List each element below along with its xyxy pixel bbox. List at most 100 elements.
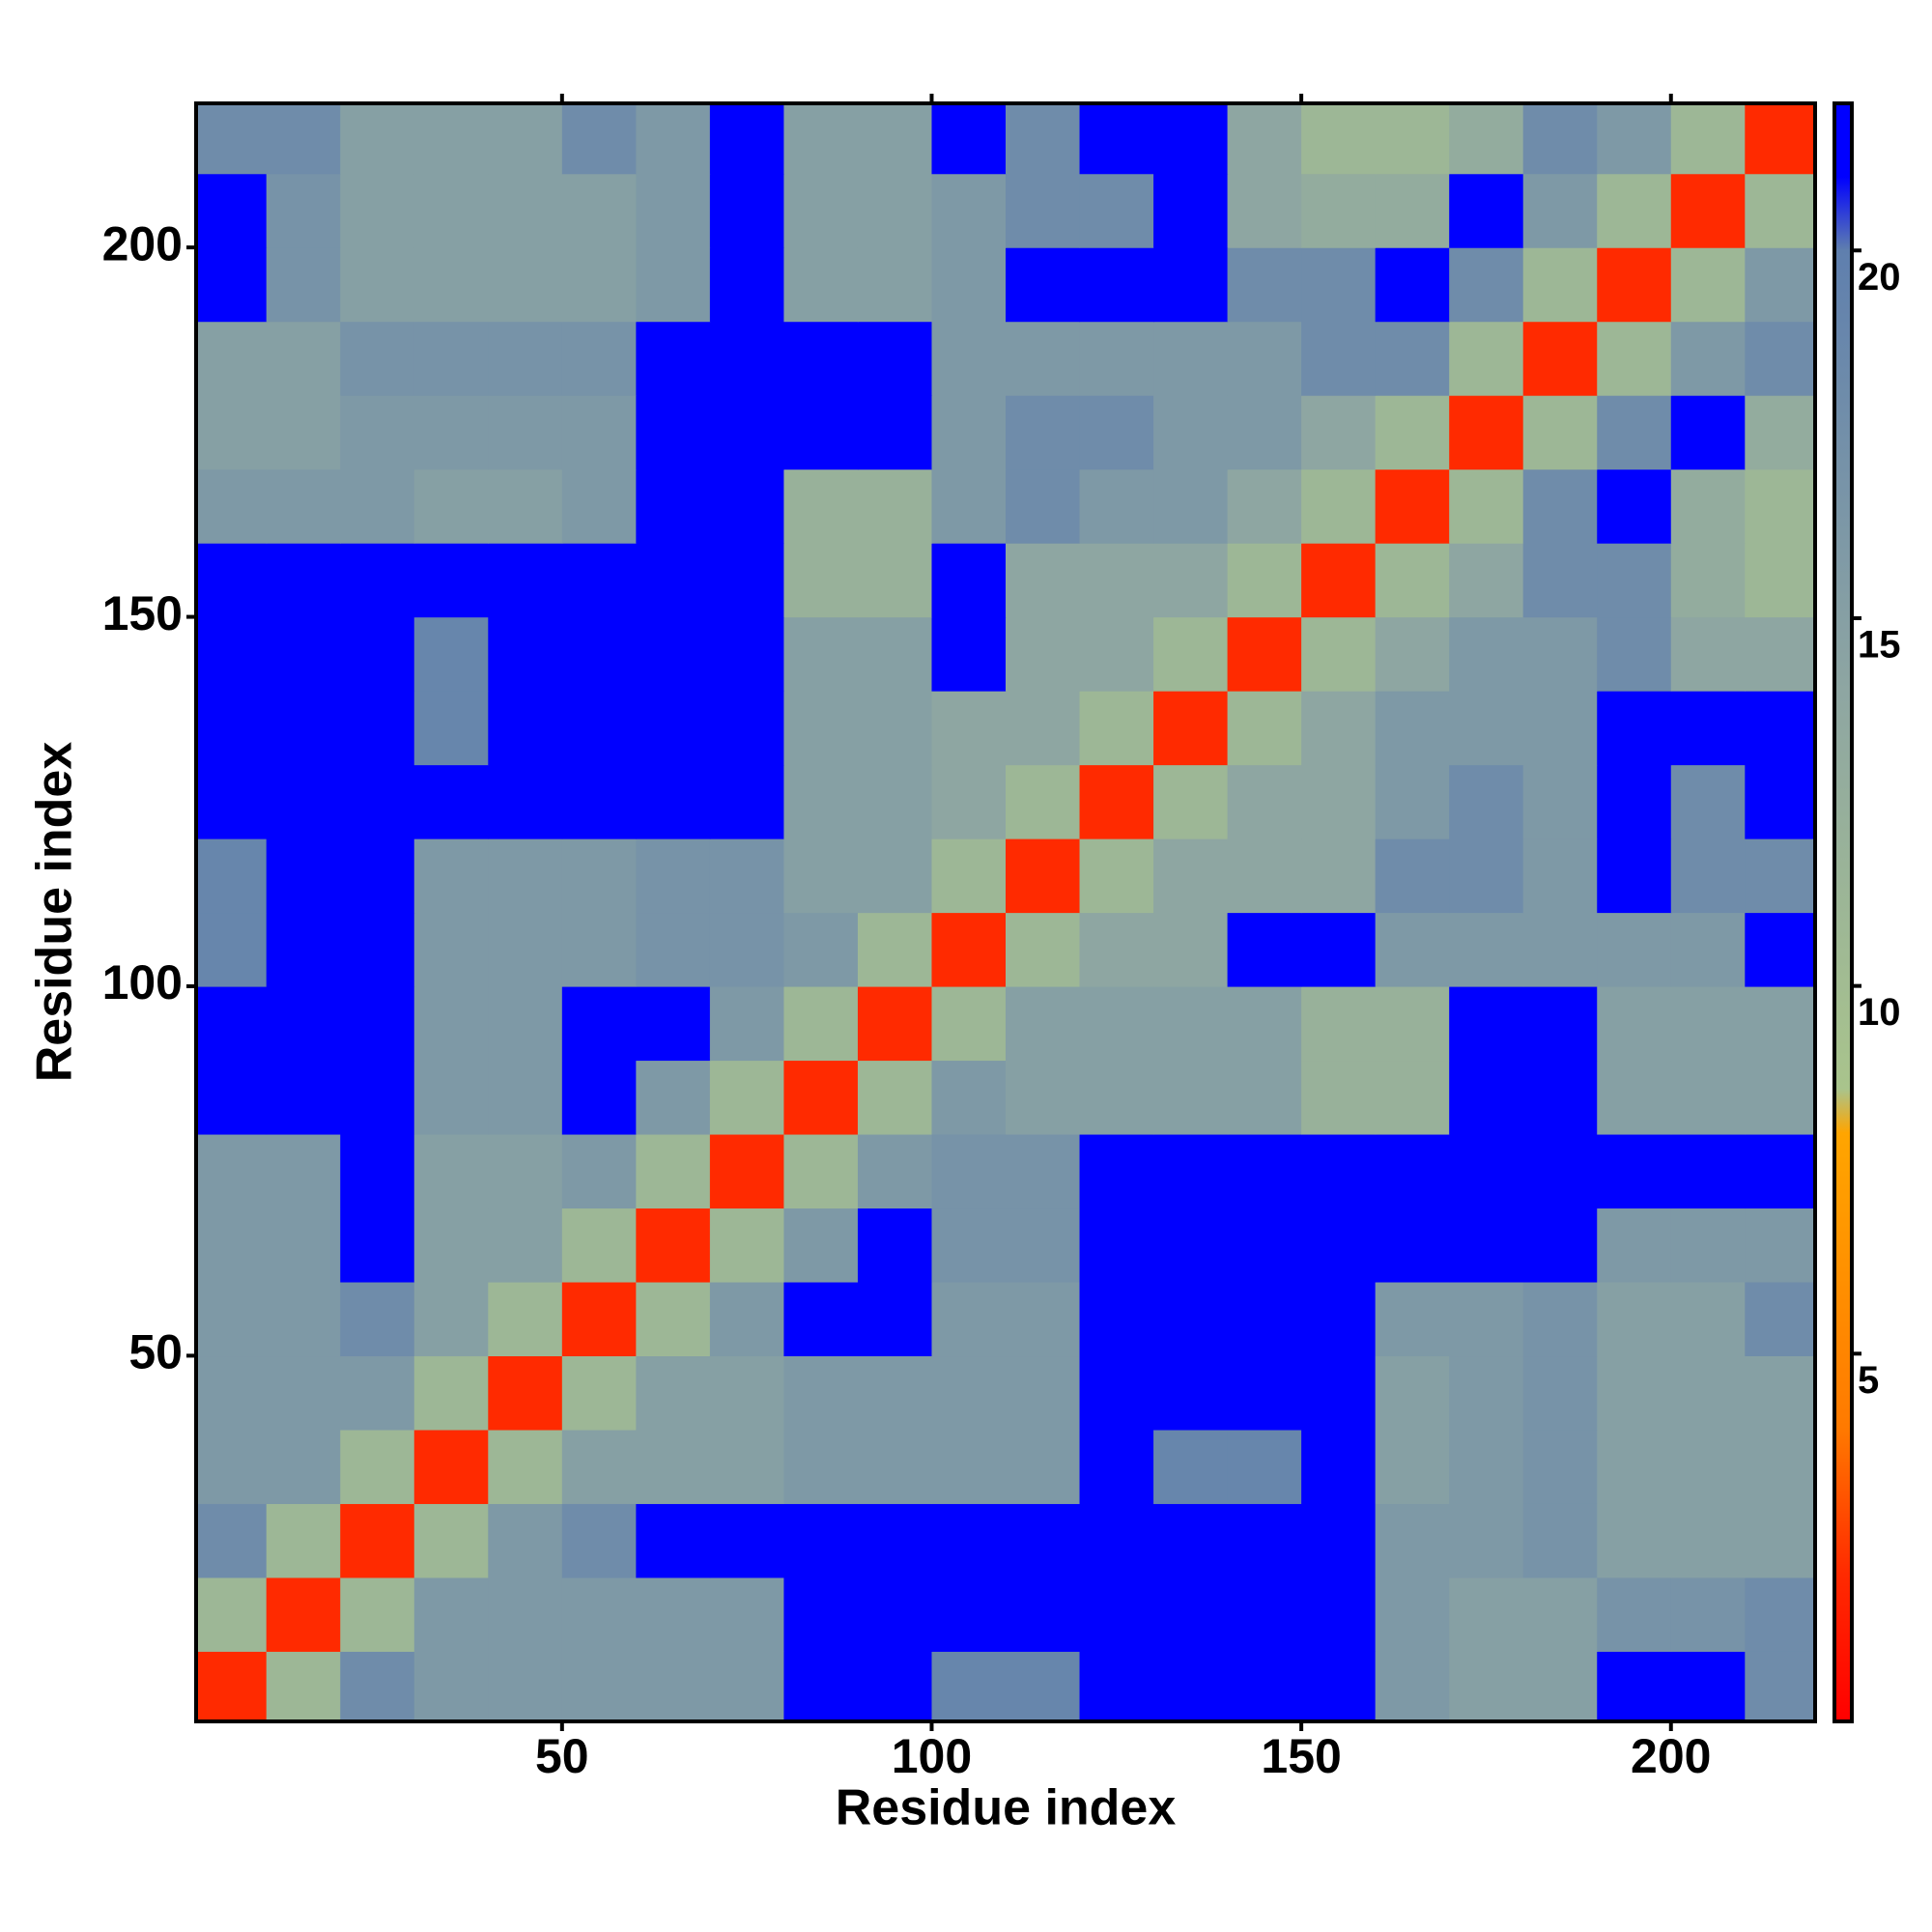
heatmap-cell xyxy=(1745,1133,1815,1209)
x-tick-label: 150 xyxy=(1261,1729,1341,1783)
heatmap-cell xyxy=(709,838,785,914)
heatmap-cell xyxy=(1153,1651,1229,1721)
heatmap-cell xyxy=(857,103,933,175)
heatmap-cell xyxy=(488,1060,563,1135)
heatmap-cell xyxy=(931,321,1007,396)
heatmap-cell xyxy=(266,1651,341,1721)
heatmap-cell xyxy=(709,1355,785,1431)
heatmap-cell xyxy=(413,1503,489,1578)
heatmap-cell xyxy=(857,838,933,914)
heatmap-cell xyxy=(1227,1281,1302,1357)
heatmap-cell xyxy=(488,1355,563,1431)
heatmap-cell xyxy=(196,985,268,1062)
heatmap-cell xyxy=(1079,912,1154,987)
heatmap-cell xyxy=(857,985,933,1062)
heatmap-cell xyxy=(1449,321,1524,396)
heatmap-cell xyxy=(266,543,341,618)
heatmap-cell xyxy=(1227,691,1302,766)
heatmap-cell xyxy=(636,1208,711,1283)
heatmap-cell xyxy=(636,912,711,987)
heatmap-cell xyxy=(1449,912,1524,987)
heatmap-cell xyxy=(709,985,785,1062)
heatmap-cell xyxy=(1670,691,1746,766)
heatmap-cell xyxy=(1375,247,1450,323)
heatmap-cell xyxy=(1522,247,1598,323)
heatmap-cell xyxy=(1522,838,1598,914)
heatmap-cell xyxy=(1079,247,1154,323)
heatmap-cell xyxy=(1597,469,1672,544)
heatmap-cell xyxy=(340,764,415,839)
heatmap-cell xyxy=(488,321,563,396)
heatmap-cell xyxy=(1449,691,1524,766)
heatmap-cell xyxy=(931,1355,1007,1431)
heatmap-cell xyxy=(488,1281,563,1357)
heatmap-cell xyxy=(1449,1503,1524,1578)
heatmap-cell xyxy=(1375,103,1450,175)
x-axis-title: Residue index xyxy=(836,1780,1177,1836)
heatmap-cell xyxy=(1153,173,1229,248)
heatmap-cell xyxy=(413,1133,489,1209)
heatmap-cell xyxy=(857,247,933,323)
heatmap-cell xyxy=(413,1208,489,1283)
heatmap-cell xyxy=(1301,173,1377,248)
heatmap-cell xyxy=(1006,1060,1081,1135)
heatmap-cell xyxy=(857,691,933,766)
heatmap-cell xyxy=(1227,1651,1302,1721)
heatmap-cell xyxy=(636,543,711,618)
heatmap-cell xyxy=(931,985,1007,1062)
heatmap-cell xyxy=(1670,247,1746,323)
heatmap-cell xyxy=(1375,1208,1450,1283)
heatmap-cell xyxy=(1670,1577,1746,1652)
heatmap-cell xyxy=(1670,321,1746,396)
y-tick-label: 150 xyxy=(102,586,183,640)
heatmap-cell xyxy=(1522,543,1598,618)
heatmap-cell xyxy=(488,616,563,692)
heatmap-cell xyxy=(561,1503,637,1578)
heatmap-cell xyxy=(1375,1133,1450,1209)
heatmap-cell xyxy=(636,173,711,248)
heatmap-cell xyxy=(340,543,415,618)
heatmap-cell xyxy=(196,912,268,987)
heatmap-cell xyxy=(1006,1133,1081,1209)
colorbar-tick-label: 15 xyxy=(1858,624,1901,667)
heatmap-cell xyxy=(1301,1429,1377,1504)
heatmap-cell xyxy=(340,1133,415,1209)
heatmap-cell xyxy=(1006,1429,1081,1504)
heatmap-cell xyxy=(413,764,489,839)
y-tick-label: 200 xyxy=(102,216,183,270)
heatmap-cell xyxy=(1227,616,1302,692)
heatmap-cell xyxy=(561,1577,637,1652)
heatmap-cell xyxy=(561,1355,637,1431)
heatmap-cell xyxy=(636,1060,711,1135)
heatmap-cell xyxy=(1375,1503,1450,1578)
heatmap-cell xyxy=(857,1355,933,1431)
heatmap-cell xyxy=(1153,543,1229,618)
y-tick-label: 100 xyxy=(102,955,183,1009)
heatmap-cell xyxy=(1079,469,1154,544)
heatmap-cell xyxy=(1670,1651,1746,1721)
heatmap-cell xyxy=(857,173,933,248)
heatmap-cell xyxy=(1227,1060,1302,1135)
heatmap-cell xyxy=(709,691,785,766)
heatmap-cell xyxy=(340,321,415,396)
heatmap-cell xyxy=(196,395,268,470)
heatmap-cell xyxy=(561,1429,637,1504)
heatmap-cell xyxy=(413,1281,489,1357)
heatmap-cell xyxy=(1597,1133,1672,1209)
heatmap-cell xyxy=(783,469,859,544)
heatmap-cell xyxy=(931,469,1007,544)
heatmap-cell xyxy=(1597,1208,1672,1283)
heatmap-cell xyxy=(783,912,859,987)
heatmap-cell xyxy=(1153,103,1229,175)
heatmap-cell xyxy=(636,1133,711,1209)
heatmap-cell xyxy=(1301,1281,1377,1357)
heatmap-cell xyxy=(1449,103,1524,175)
heatmap-cell xyxy=(1153,912,1229,987)
heatmap-cell xyxy=(1670,616,1746,692)
heatmap-cell xyxy=(340,173,415,248)
heatmap-cell xyxy=(709,912,785,987)
heatmap-cell xyxy=(1670,764,1746,839)
heatmap-cell xyxy=(1597,1503,1672,1578)
heatmap-cell xyxy=(1375,321,1450,396)
